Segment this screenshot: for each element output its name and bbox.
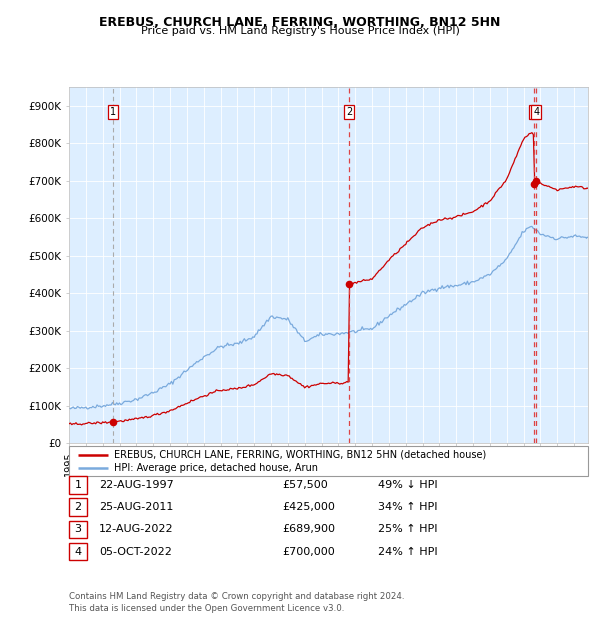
Text: EREBUS, CHURCH LANE, FERRING, WORTHING, BN12 5HN: EREBUS, CHURCH LANE, FERRING, WORTHING, … bbox=[100, 16, 500, 29]
Text: EREBUS, CHURCH LANE, FERRING, WORTHING, BN12 5HN (detached house): EREBUS, CHURCH LANE, FERRING, WORTHING, … bbox=[114, 450, 486, 460]
Text: 2: 2 bbox=[346, 107, 352, 117]
Text: 4: 4 bbox=[74, 547, 82, 557]
Text: 3: 3 bbox=[74, 525, 82, 534]
Text: 34% ↑ HPI: 34% ↑ HPI bbox=[378, 502, 437, 512]
Text: Price paid vs. HM Land Registry's House Price Index (HPI): Price paid vs. HM Land Registry's House … bbox=[140, 26, 460, 36]
Text: £57,500: £57,500 bbox=[282, 480, 328, 490]
Text: 25-AUG-2011: 25-AUG-2011 bbox=[99, 502, 173, 512]
Text: £425,000: £425,000 bbox=[282, 502, 335, 512]
Text: 49% ↓ HPI: 49% ↓ HPI bbox=[378, 480, 437, 490]
Text: 25% ↑ HPI: 25% ↑ HPI bbox=[378, 525, 437, 534]
Text: This data is licensed under the Open Government Licence v3.0.: This data is licensed under the Open Gov… bbox=[69, 603, 344, 613]
Text: 12-AUG-2022: 12-AUG-2022 bbox=[99, 525, 173, 534]
Text: Contains HM Land Registry data © Crown copyright and database right 2024.: Contains HM Land Registry data © Crown c… bbox=[69, 592, 404, 601]
Text: £689,900: £689,900 bbox=[282, 525, 335, 534]
Text: 22-AUG-1997: 22-AUG-1997 bbox=[99, 480, 174, 490]
Text: 24% ↑ HPI: 24% ↑ HPI bbox=[378, 547, 437, 557]
Text: £700,000: £700,000 bbox=[282, 547, 335, 557]
Text: 2: 2 bbox=[74, 502, 82, 512]
Text: 05-OCT-2022: 05-OCT-2022 bbox=[99, 547, 172, 557]
Text: 3: 3 bbox=[531, 107, 537, 117]
Text: 1: 1 bbox=[74, 480, 82, 490]
Text: 4: 4 bbox=[533, 107, 539, 117]
Text: HPI: Average price, detached house, Arun: HPI: Average price, detached house, Arun bbox=[114, 463, 318, 473]
Text: 1: 1 bbox=[110, 107, 116, 117]
